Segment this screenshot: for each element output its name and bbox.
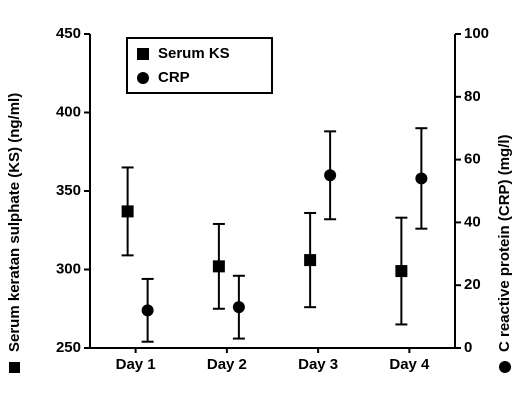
y-tick-label: 450 (56, 25, 81, 42)
y-label-marker (9, 362, 20, 373)
y-tick-label: 250 (56, 339, 81, 356)
point (121, 205, 134, 218)
y2-tick-label: 0 (464, 339, 472, 356)
x-tick-label: Day 1 (116, 356, 156, 373)
y2-tick-label: 60 (464, 151, 481, 168)
legend-label: CRP (158, 69, 190, 86)
point (324, 169, 337, 182)
x-tick-label: Day 3 (298, 356, 338, 373)
y2-tick-label: 40 (464, 213, 481, 230)
legend-marker (137, 72, 149, 84)
x-tick-label: Day 2 (207, 356, 247, 373)
y2-tick-label: 20 (464, 276, 481, 293)
y2-tick-label: 80 (464, 88, 481, 105)
legend-marker (137, 48, 149, 60)
y-tick-label: 350 (56, 182, 81, 199)
y-tick-label: 300 (56, 260, 81, 277)
legend-label: Serum KS (158, 45, 230, 62)
point (304, 254, 317, 267)
y2-axis-label: C reactive protein (CRP) (mg/l) (496, 134, 513, 352)
point (232, 301, 245, 314)
legend-box (126, 37, 273, 94)
y-axis-label: Serum keratan sulphate (KS) (ng/ml) (6, 93, 23, 352)
y2-tick-label: 100 (464, 25, 489, 42)
point (212, 260, 225, 273)
x-tick-label: Day 4 (389, 356, 430, 373)
point (141, 304, 154, 317)
y2-label-marker (499, 361, 511, 373)
y-tick-label: 400 (56, 103, 81, 120)
point (415, 172, 428, 185)
point (395, 265, 408, 278)
